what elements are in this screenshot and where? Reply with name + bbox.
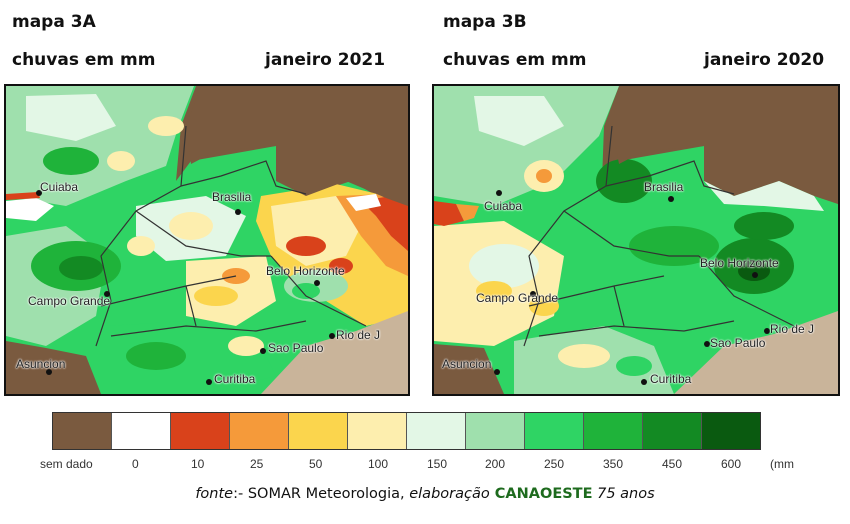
map-3a-city-campo-grande: Campo Grande xyxy=(28,294,111,308)
map-3b-city-sao-paulo: Sao Paulo xyxy=(710,336,766,350)
map-3a-city-cuiaba: Cuiaba xyxy=(40,180,79,194)
source-sep: :- xyxy=(233,486,244,502)
legend-swatch-10 xyxy=(643,413,702,449)
map-3b-title: mapa 3B xyxy=(443,12,527,32)
legend-label-6: 150 xyxy=(427,457,448,471)
map-3a-city-belo-horizonte: Belo Horizonte xyxy=(266,264,345,278)
map-3a-city-brasilia: Brasilia xyxy=(212,190,252,204)
legend-swatch-2 xyxy=(171,413,230,449)
map-3b: Cuiaba Brasilia Belo Horizonte Campo Gra… xyxy=(432,84,840,396)
legend-label-8: 250 xyxy=(544,457,565,471)
map-3b-city-campo-grande: Campo Grande xyxy=(476,291,559,305)
legend-swatch-4 xyxy=(289,413,348,449)
legend-label-7: 200 xyxy=(485,457,506,471)
map-3a-city-curitiba: Curitiba xyxy=(214,372,256,386)
map-3b-period: janeiro 2020 xyxy=(704,50,825,70)
legend-swatch-6 xyxy=(407,413,466,449)
source-org: SOMAR Meteorologia, xyxy=(243,486,410,502)
source-prefix: fonte xyxy=(195,486,234,502)
map-3a-city-rio: Rio de J xyxy=(336,328,381,342)
legend-label-4: 50 xyxy=(309,457,323,471)
source-brand: CANAOESTE xyxy=(489,486,593,502)
map-3b-city-cuiaba: Cuiaba xyxy=(484,199,523,213)
legend-label-12: (mm xyxy=(770,457,794,471)
legend-swatch-7 xyxy=(466,413,525,449)
legend-swatch-5 xyxy=(348,413,407,449)
legend-swatch-8 xyxy=(525,413,584,449)
map-3b-city-rio: Rio de J xyxy=(770,322,815,336)
legend-label-0: sem dado xyxy=(40,457,93,471)
map-3b-subtitle: chuvas em mm xyxy=(443,50,587,70)
legend-swatch-9 xyxy=(584,413,643,449)
map-3b-city-belo-horizonte: Belo Horizonte xyxy=(700,256,779,270)
map-3a-subtitle: chuvas em mm xyxy=(12,50,156,70)
legend-swatch-11 xyxy=(702,413,760,449)
legend-swatch-3 xyxy=(230,413,289,449)
legend-label-3: 25 xyxy=(250,457,264,471)
map-3a: Cuiaba Brasilia Belo Horizonte Campo Gra… xyxy=(4,84,410,396)
legend-swatch-1 xyxy=(112,413,171,449)
map-3a-title: mapa 3A xyxy=(12,12,96,32)
legend-label-10: 450 xyxy=(662,457,683,471)
map-3b-city-brasilia: Brasilia xyxy=(644,180,684,194)
legend-label-5: 100 xyxy=(368,457,389,471)
map-3a-rainfall xyxy=(6,86,408,394)
map-3a-city-asuncion: Asuncion xyxy=(16,357,66,371)
source-caption: fonte:- SOMAR Meteorologia, elaboração C… xyxy=(0,486,850,502)
legend-label-9: 350 xyxy=(603,457,624,471)
source-suffix: 75 anos xyxy=(592,486,655,502)
legend-label-2: 10 xyxy=(191,457,205,471)
legend-label-11: 600 xyxy=(721,457,742,471)
source-elab: elaboração xyxy=(409,486,490,502)
map-3b-rainfall xyxy=(434,86,838,394)
legend-swatch-0 xyxy=(53,413,112,449)
map-3b-city-asuncion: Asuncion xyxy=(442,357,492,371)
legend-label-1: 0 xyxy=(132,457,139,471)
map-3b-city-curitiba: Curitiba xyxy=(650,372,692,386)
rainfall-legend xyxy=(52,412,761,450)
map-3a-city-sao-paulo: Sao Paulo xyxy=(268,341,324,355)
map-3a-period: janeiro 2021 xyxy=(265,50,386,70)
